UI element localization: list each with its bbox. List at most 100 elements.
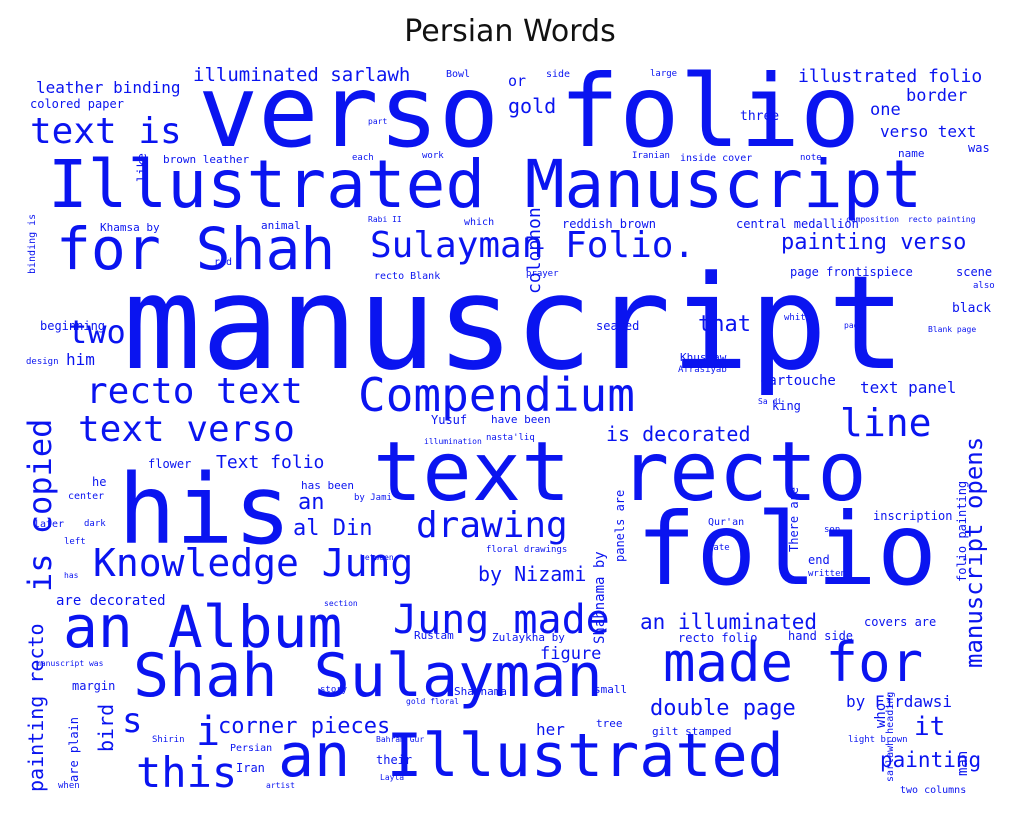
word-also: also [973, 281, 995, 291]
word-made-for: made for [663, 631, 924, 694]
word-leather-binding: leather binding [36, 78, 181, 97]
word-that: that [698, 312, 751, 337]
word-hand-side: hand side [788, 629, 854, 643]
word-binding-is: binding is [27, 213, 38, 274]
word-was: was [968, 141, 990, 155]
word-brown-leather: brown leather [163, 153, 250, 166]
word-iran: Iran [236, 761, 265, 775]
word-recto-painting: recto painting [908, 215, 976, 224]
word-text-recto: text recto [373, 425, 867, 520]
word-manuscript: manuscript [123, 247, 906, 399]
word-rabi-ii: Rabi II [368, 215, 402, 224]
word-text-is: text is [30, 111, 182, 152]
word-each: each [352, 153, 374, 163]
word-her: her [536, 720, 565, 739]
word-reddish-brown: reddish brown [562, 217, 656, 231]
word-story: story [320, 685, 348, 695]
word-design: design [26, 357, 59, 367]
word-which: which [464, 217, 495, 228]
word-illuminated-sarlawh: illuminated sarlawh [193, 64, 411, 86]
word-illustrated-manuscript: Illustrated Manuscript [48, 146, 923, 223]
word-s: s [122, 701, 143, 741]
word-this: this [136, 748, 238, 797]
word-corner-pieces: corner pieces [218, 714, 391, 739]
word-persian: Persian [230, 743, 273, 754]
word-al-din: al Din [293, 516, 373, 541]
word-folio-painting: folio painting [955, 480, 969, 582]
word-line: line [840, 401, 932, 445]
word-three: three [740, 109, 780, 124]
word-gilt-stamped: gilt stamped [652, 725, 732, 738]
word-text-panel: text panel [860, 378, 957, 397]
word-his: his [118, 454, 292, 566]
word-verso-folio: verso folio [198, 62, 861, 170]
word-panels-are: panels are [613, 489, 627, 562]
word-blank-page: Blank page [928, 325, 977, 334]
word-folio: folio [636, 491, 938, 608]
word-two: two [68, 313, 126, 351]
word-animal: animal [261, 219, 301, 232]
word-khamsa-by: Khamsa by [100, 221, 160, 234]
word-drawing: drawing [416, 505, 568, 546]
word-king: king [772, 399, 801, 413]
word-by-nizami: by Nizami [478, 562, 587, 586]
word-son: son [824, 525, 841, 535]
word-quran: Qur'an [708, 517, 745, 528]
word-two-columns: two columns [900, 785, 967, 796]
word-jung-made: Jung made [393, 597, 610, 643]
word-red: red [214, 257, 233, 268]
word-inside-cover: inside cover [680, 153, 753, 164]
word-shahnama-by: Shahnama by [592, 551, 608, 644]
word-him: him [66, 350, 95, 369]
word-part: part [368, 117, 388, 126]
word-central-medallion: central medallion [736, 217, 859, 231]
word-page: page [844, 321, 864, 330]
word-figure: figure [540, 644, 602, 664]
word-yusuf: Yusuf [431, 413, 468, 427]
word-are-decorated: are decorated [56, 593, 166, 609]
word-written: written [808, 569, 846, 579]
word-artist: artist [266, 781, 295, 790]
word-afrasiyab: Afrasiyab [678, 365, 727, 375]
word-covers-are: covers are [864, 615, 937, 629]
word-knowledge-jung: Knowledge Jung [93, 541, 414, 585]
word-zulaykha-by: Zulaykha by [492, 631, 565, 644]
word-name: name [898, 147, 925, 160]
word-recto-text: recto text [86, 371, 303, 412]
word-painting-recto: painting recto [24, 623, 48, 792]
word-page-frontispiece: page frontispiece [790, 265, 913, 279]
word-cloud: manuscript verso folio Illustrated Manus… [18, 62, 1002, 802]
word-bird: bird [94, 703, 118, 752]
word-seated: seated [596, 319, 640, 333]
word-illumination: illumination [424, 437, 482, 446]
word-rustam: Rustam [414, 629, 454, 642]
word-text-verso: text verso [78, 409, 295, 450]
word-compendium: Compendium [358, 368, 635, 422]
word-between: between [360, 553, 394, 562]
word-one: one [870, 100, 901, 120]
word-he: he [92, 475, 107, 489]
word-shah-sulayman: Shah Sulayman [133, 641, 603, 711]
word-text-folio: Text folio [216, 452, 325, 473]
word-is-copied: is copied [21, 418, 59, 592]
word-an-album: an Album [63, 593, 343, 661]
word-composition: composition [846, 215, 899, 224]
word-has: has [64, 571, 79, 580]
word-their: their [376, 753, 413, 767]
word-nastaliq: nasta'liq [486, 433, 535, 443]
word-manuscript-was: manuscript was [36, 659, 104, 668]
word-end: end [808, 553, 830, 567]
word-bowl: Bowl [446, 69, 471, 80]
word-iranian: Iranian [632, 151, 670, 161]
word-later: later [34, 519, 65, 530]
word-work: work [422, 151, 444, 161]
word-shahnama: Shahnama [454, 685, 507, 698]
word-scene: scene [956, 265, 993, 279]
word-recto-folio: recto folio [678, 631, 758, 645]
word-floral-drawings: floral drawings [486, 545, 568, 555]
word-colophon: colophon [524, 207, 545, 294]
word-or: or [508, 72, 527, 90]
word-large: large [650, 69, 678, 79]
chart-title: Persian Words [404, 14, 616, 49]
word-i: i [196, 709, 221, 755]
